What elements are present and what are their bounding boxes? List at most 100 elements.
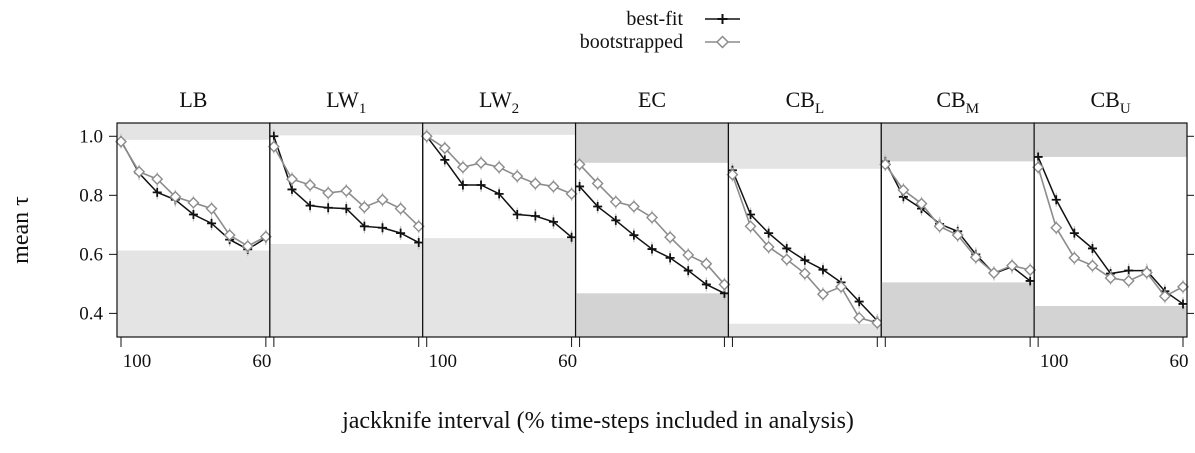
data-point-plus — [647, 244, 657, 254]
panel-2: LW2 100 60 — [420, 87, 578, 372]
data-point-diamond — [456, 161, 469, 174]
data-point-plus — [287, 184, 297, 194]
series-bootstrapped — [573, 157, 731, 292]
panel-title: CBL — [786, 87, 825, 117]
lower-band — [117, 250, 270, 337]
data-point-diamond — [718, 278, 731, 291]
y-axis-label: mean τ — [8, 196, 34, 264]
data-point-diamond — [358, 201, 371, 214]
data-point-diamond — [340, 184, 353, 197]
panel-6: CBU 100 60 — [1032, 87, 1189, 372]
legend-label: bootstrapped — [580, 31, 683, 53]
data-point-diamond — [304, 178, 317, 191]
series-line — [884, 163, 1031, 274]
data-point-diamond — [565, 187, 578, 200]
data-point-plus — [476, 180, 486, 190]
data-point-diamond — [798, 267, 811, 280]
data-point-diamond — [915, 197, 928, 210]
panel-5: CBM — [879, 87, 1037, 347]
series-best-fit — [575, 179, 729, 301]
y-tick-label: 1.0 — [79, 126, 103, 147]
data-point-plus — [567, 232, 577, 242]
data-point-diamond — [879, 158, 892, 171]
data-point-plus — [548, 217, 558, 227]
data-point-diamond — [969, 251, 982, 264]
data-point-diamond — [1050, 221, 1063, 234]
panel-0: LB 100 60 — [115, 87, 272, 372]
data-point-diamond — [933, 220, 946, 233]
lower-band — [575, 293, 729, 337]
data-point-diamond — [897, 184, 910, 196]
data-point-diamond — [187, 196, 200, 209]
panel-title: LW2 — [479, 87, 519, 117]
upper-band — [881, 123, 1035, 162]
data-point-plus — [746, 210, 756, 220]
data-point-diamond — [762, 240, 775, 253]
data-point-plus — [782, 243, 792, 253]
series-line — [884, 161, 1031, 282]
legend-label: best-fit — [626, 8, 683, 30]
panel-3: EC — [573, 87, 731, 347]
panel-1: LW1 — [267, 87, 425, 347]
x-tick-label: 100 — [428, 351, 457, 372]
data-point-diamond — [511, 170, 524, 183]
series-bootstrapped — [879, 157, 1037, 280]
lower-band — [422, 238, 576, 337]
panel-title: LB — [179, 87, 207, 112]
data-point-plus — [359, 221, 369, 231]
upper-band — [1034, 123, 1187, 157]
data-point-diamond — [151, 173, 164, 186]
data-point-plus — [611, 215, 621, 225]
upper-band — [575, 123, 729, 163]
data-point-plus — [818, 265, 828, 275]
legend-item-diamond: bootstrapped — [580, 31, 740, 53]
upper-band — [117, 123, 270, 140]
data-point-plus — [440, 155, 450, 165]
series-bootstrapped — [267, 139, 425, 234]
data-point-diamond — [682, 248, 695, 261]
y-axis-right — [1187, 135, 1194, 314]
data-point-diamond — [646, 211, 658, 224]
data-point-diamond — [1086, 259, 1099, 272]
data-point-plus — [414, 238, 424, 248]
y-axis: 0.4 0.6 0.8 1.0 — [79, 126, 117, 324]
data-point-plus — [269, 131, 279, 141]
panel-title: LW1 — [326, 87, 366, 117]
data-point-plus — [494, 189, 504, 199]
data-point-plus — [207, 218, 217, 228]
series-line — [120, 141, 267, 248]
series-bootstrapped — [420, 129, 578, 201]
data-point-diamond — [322, 186, 335, 199]
series-line — [731, 169, 878, 322]
data-point-diamond — [438, 142, 451, 155]
data-point-plus — [378, 223, 387, 233]
panel-title: CBM — [936, 87, 979, 117]
data-point-diamond — [133, 165, 146, 178]
x-tick-label: 100 — [123, 351, 152, 372]
series-line — [731, 174, 878, 324]
data-point-plus — [152, 187, 162, 197]
data-point-diamond — [475, 156, 488, 169]
data-point-plus — [188, 210, 198, 220]
data-point-diamond — [394, 202, 407, 215]
data-point-diamond — [1177, 280, 1189, 293]
data-point-diamond — [871, 316, 884, 329]
data-point-diamond — [627, 200, 640, 213]
series-line — [120, 140, 267, 251]
data-point-diamond — [609, 195, 622, 208]
data-point-diamond — [529, 177, 542, 190]
data-point-plus — [341, 204, 351, 214]
data-point-diamond — [267, 140, 280, 153]
y-tick-label: 0.8 — [79, 185, 103, 206]
series-bootstrapped — [726, 167, 884, 330]
series-line — [579, 185, 725, 294]
data-point-diamond — [835, 280, 848, 293]
lower-band — [881, 282, 1035, 337]
series-bootstrapped — [115, 134, 272, 254]
data-point-plus — [1124, 266, 1134, 276]
x-axis-label: jackknife interval (% time-steps include… — [341, 408, 854, 434]
data-point-plus — [1033, 152, 1043, 162]
lower-band — [1034, 306, 1187, 337]
data-point-diamond — [412, 220, 425, 233]
